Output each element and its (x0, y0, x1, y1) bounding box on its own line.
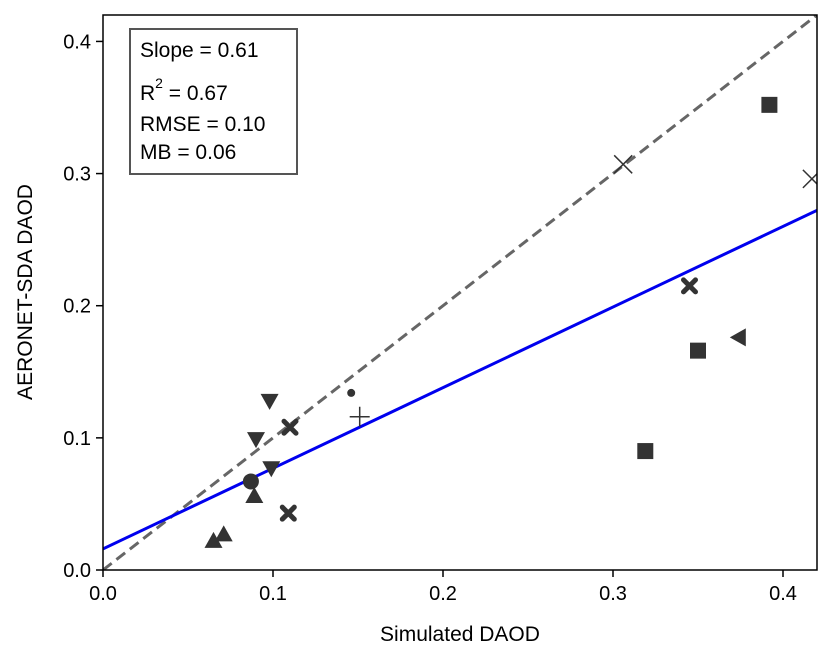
data-point-triangle-up (214, 525, 233, 542)
data-point-plus (349, 406, 370, 427)
axis-ticks: 0.0 0.1 0.2 0.3 0.4 0.0 0.1 0.2 0.3 0.4 (63, 31, 797, 605)
y-tick-label: 0.0 (63, 560, 91, 582)
data-point-x-thin (613, 154, 633, 174)
y-tick-label: 0.2 (63, 296, 91, 318)
data-points (204, 96, 817, 548)
plot-frame (102, 14, 818, 571)
data-point-triangle-down (260, 393, 279, 410)
x-tick-label: 0.3 (599, 583, 627, 605)
data-point-triangle-down (262, 461, 281, 478)
data-point-x-thick (681, 277, 698, 295)
fit-lines (103, 15, 817, 570)
x-tick-label: 0.2 (429, 583, 457, 605)
data-point-square (690, 342, 706, 359)
y-axis-label: AERONET-SDA DAOD (14, 184, 37, 400)
data-point-x-thick (281, 418, 299, 436)
stat-rmse: RMSE = 0.10 (140, 113, 265, 136)
data-point-square (761, 96, 778, 113)
data-point-circle (242, 473, 259, 490)
data-point-triangle-down (247, 432, 265, 449)
stat-r2-value: = 0.67 (163, 82, 228, 105)
stat-r2-superscript: 2 (155, 75, 163, 91)
stats-box-frame (129, 28, 298, 175)
stat-r2-prefix: R (140, 82, 155, 105)
regression-line (103, 208, 817, 551)
stat-slope: Slope = 0.61 (140, 39, 259, 62)
data-point-triangle-left (729, 328, 746, 347)
y-tick-label: 0.4 (63, 31, 91, 53)
data-point-triangle-up (245, 487, 264, 503)
stat-r2: R2 = 0.67 (140, 75, 228, 105)
stat-mb: MB = 0.06 (140, 141, 236, 164)
one-to-one-line (103, 15, 817, 570)
x-tick-label: 0.0 (89, 583, 117, 605)
data-point-x-thin (802, 169, 817, 189)
data-point-dot (347, 388, 356, 397)
x-axis-label: Simulated DAOD (380, 623, 540, 646)
data-point-triangle-up (204, 531, 223, 548)
x-tick-label: 0.4 (769, 583, 797, 605)
y-tick-label: 0.3 (63, 164, 91, 186)
data-point-x-thick (279, 504, 297, 522)
x-tick-label: 0.1 (259, 583, 287, 605)
y-tick-label: 0.1 (63, 428, 91, 450)
stats-box: Slope = 0.61 R2 = 0.67 RMSE = 0.10 MB = … (129, 28, 298, 175)
data-point-square (637, 443, 654, 460)
